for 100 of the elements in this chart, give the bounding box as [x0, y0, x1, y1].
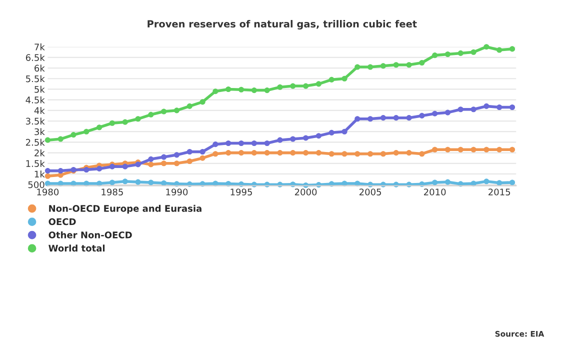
point: [484, 44, 490, 50]
point: [496, 104, 502, 110]
point: [316, 81, 322, 87]
point: [496, 146, 502, 152]
point: [109, 180, 115, 186]
point: [342, 128, 348, 134]
y-tick-label: 5.5k: [26, 75, 45, 82]
point: [186, 103, 192, 109]
point: [264, 150, 270, 156]
point: [122, 164, 128, 170]
point: [264, 140, 270, 146]
point: [303, 83, 309, 89]
y-tick-label: 1.5k: [26, 160, 45, 167]
point: [470, 106, 476, 112]
y-tick-label: 500: [28, 181, 44, 188]
point: [212, 88, 218, 94]
point: [135, 179, 141, 185]
point: [368, 151, 374, 157]
point: [212, 142, 218, 148]
point: [96, 124, 102, 130]
x-tick-label: 2005: [359, 188, 381, 196]
point: [84, 128, 90, 134]
point: [226, 140, 232, 146]
point: [277, 150, 283, 156]
point: [148, 162, 154, 168]
point: [470, 146, 476, 152]
point: [148, 180, 154, 186]
point: [122, 119, 128, 125]
point: [226, 150, 232, 156]
point: [354, 151, 360, 157]
point: [419, 60, 425, 66]
y-tick-label: 5k: [34, 86, 45, 93]
point: [484, 103, 490, 109]
point: [470, 49, 476, 55]
y-tick-label: 7k: [34, 43, 45, 50]
legend-label: Other Non-OECD: [48, 231, 132, 238]
point: [458, 50, 464, 56]
y-tick-label: 3k: [34, 128, 45, 136]
point: [251, 88, 257, 94]
point: [354, 116, 360, 122]
point: [58, 136, 64, 142]
point: [509, 46, 516, 52]
point: [368, 64, 374, 70]
point: [342, 76, 348, 82]
y-tick-label: 6.5k: [26, 54, 45, 61]
point: [419, 151, 425, 157]
point: [328, 76, 334, 82]
point: [458, 146, 464, 152]
point: [84, 166, 90, 173]
point: [135, 116, 141, 122]
point: [238, 150, 244, 156]
x-tick-label: 1985: [102, 188, 123, 196]
point: [444, 110, 451, 116]
point: [161, 154, 167, 160]
point: [44, 168, 50, 174]
point: [200, 148, 206, 155]
point: [496, 180, 502, 186]
x-tick-label: 2000: [294, 188, 317, 196]
point: [161, 160, 167, 166]
point: [316, 133, 322, 139]
point: [290, 136, 296, 142]
point: [509, 146, 516, 152]
point: [174, 152, 180, 158]
point: [380, 151, 386, 157]
point: [484, 146, 490, 152]
point: [316, 150, 322, 156]
point: [444, 51, 451, 58]
y-tick-label: 2k: [34, 149, 45, 156]
point: [496, 47, 502, 53]
point: [444, 179, 451, 185]
point: [419, 112, 425, 118]
x-tick-label: 2015: [488, 188, 510, 196]
point: [393, 115, 399, 121]
point: [432, 52, 438, 58]
x-tick-label: 1980: [37, 188, 59, 196]
point: [277, 84, 283, 90]
point: [303, 135, 309, 141]
point: [238, 140, 244, 146]
point: [444, 146, 451, 152]
point: [186, 148, 192, 155]
point: [70, 132, 76, 138]
legend-label: Non-OECD Europe and Eurasia: [49, 204, 202, 214]
point: [148, 112, 154, 118]
point: [290, 150, 296, 156]
chart-title: Proven reserves of natural gas, trillion cubic feet: [148, 20, 417, 30]
point: [354, 64, 360, 70]
point: [161, 108, 167, 114]
point: [122, 178, 128, 184]
point: [432, 146, 438, 152]
point: [509, 104, 516, 110]
point: [251, 140, 257, 146]
x-tick-label: 1990: [166, 188, 188, 196]
point: [44, 173, 50, 179]
legend-label: World total: [48, 244, 105, 252]
point: [380, 63, 386, 69]
x-tick-label: 2010: [424, 188, 446, 196]
y-tick-label: 2.5k: [26, 138, 45, 146]
y-tick-label: 6k: [34, 64, 45, 72]
point: [303, 150, 309, 156]
point: [406, 62, 412, 68]
